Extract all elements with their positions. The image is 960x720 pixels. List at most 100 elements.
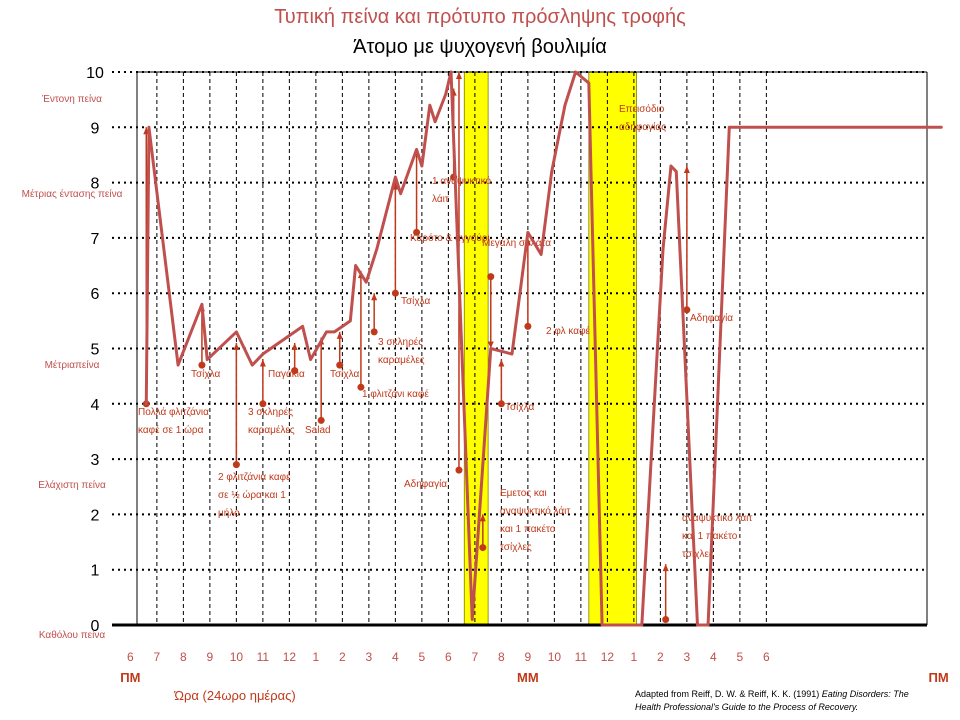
annotation-label: Επεισόδιο αδηφαγίας [619,103,666,133]
y-tick-label: 9 [91,120,100,137]
y-tick-label: 5 [91,342,100,359]
annotation-label-line: αναψυκτικό λάιτ [500,505,570,517]
x-tick-label: 6 [127,650,134,664]
annotation-label-line: Πολλά φλιτζάνια [138,406,209,418]
annotation-label: Τσίχλα [191,368,221,380]
data-point [489,347,492,350]
data-point [365,280,368,284]
annotation-label-line: Επεισόδιο [619,103,665,115]
annotation-label: αναψυκτικό λάιτ και 1 πακέτο τσίχλες [682,512,752,560]
data-point [796,126,800,129]
x-period-label: ΠΜ [120,670,140,685]
annotation-label: Τσίχλα [401,295,431,307]
data-point [420,164,424,168]
annotation-label-line: μήλο [218,507,240,519]
annotation-label-line: Τσίχλα [330,368,360,380]
annotation-label-line: Τσίχλα [401,295,431,307]
data-point [539,253,543,256]
data-point [206,358,209,361]
data-point [728,126,731,129]
y-tick-label: 0 [91,618,100,635]
data-point [428,103,432,107]
annotation-arrowhead [683,166,690,174]
annotation-label: Τσίχλα [330,368,360,380]
annotation-label-line: Παγάκια [268,368,305,380]
data-point [235,330,238,334]
annotation-dot [198,361,206,369]
data-point [563,103,567,107]
annotation-label-line: 3 σκληρές [378,336,423,348]
data-point [775,126,779,129]
annotation-dot [524,322,532,330]
x-tick-label: 2 [657,650,664,664]
x-tick-label: 1 [631,650,638,664]
data-point [661,247,665,251]
data-point [394,175,397,179]
annotation-label: Αδηφαγία [404,478,447,490]
x-tick-label: 9 [525,650,532,664]
annotation-dot [497,400,505,408]
data-point [251,363,254,367]
data-point [325,330,328,334]
data-point [600,623,604,627]
x-tick-label: 5 [419,650,426,664]
annotation-label-line: 3 σκληρές [248,406,293,418]
source-credit: Adapted from Reiff, D. W. & Reiff, K. K.… [635,688,909,714]
annotation-dot [336,361,344,369]
data-point [640,623,644,627]
x-tick-label: 12 [601,650,615,664]
x-period-label: ΠΜ [929,670,949,685]
annotation-label-line: αδηφαγίας [619,121,666,133]
annotation-label: Καρότο & αγγούρι [410,232,490,244]
y-tick-label: 7 [91,231,100,248]
annotation-dot [683,306,691,314]
data-point [675,170,678,173]
annotation-arrowhead [291,342,298,350]
data-point [510,352,514,356]
y-category-label: Έντονη πείνα [41,93,102,105]
annotation-dot [370,328,378,336]
annotation-label-line: 2 φλ καφέ [546,325,591,337]
annotation-label: 1 αναψυκτικό λάιτ [432,175,492,205]
annotation-label-line: καραμέλες [248,424,295,436]
annotation-arrowhead [336,331,343,339]
annotation-label: 3 σκληρές καραμέλες [378,336,425,366]
data-point [333,330,336,334]
data-point [696,623,699,627]
data-point [399,192,402,195]
x-tick-label: 6 [445,650,452,664]
annotation-arrowhead [662,564,669,572]
data-point [147,126,151,129]
annotation-dot [413,228,421,236]
credit-line1-italic: Eating Disorders: The [821,689,909,699]
annotation-dot [317,416,325,424]
x-tick-label: 3 [684,650,691,664]
data-point [415,148,418,151]
x-tick-label: 4 [392,650,399,664]
annotation-label-line: Καρότο & αγγούρι [410,232,490,244]
y-category-label: Καθόλου πείνα [39,629,105,641]
annotation-dot [357,383,365,391]
x-tick-label: 12 [283,650,297,664]
annotation-arrowhead [479,514,486,522]
x-tick-label: 10 [548,650,562,664]
annotation-label: 3 σκληρές καραμέλες [248,406,295,436]
annotation-dot [232,461,240,469]
annotation-dot [487,273,495,281]
x-period-label: ΜΜ [517,670,539,685]
x-tick-label: 6 [763,650,770,664]
annotation-label-line: Αδηφαγία [404,478,447,490]
hunger-series-line [144,70,943,627]
x-tick-label: 4 [710,650,717,664]
annotation-label-line: Εμετος και [500,488,547,499]
annotation-arrowhead [498,359,505,367]
annotation-arrowhead [487,341,494,349]
data-point [354,264,357,267]
data-point [550,170,553,173]
annotation-label-line: καραμέλες [378,354,425,366]
y-tick-label: 6 [91,286,100,303]
annotation-dot [259,400,267,408]
data-point [176,363,180,367]
annotation-label-line: Τσίχλα [191,368,221,380]
